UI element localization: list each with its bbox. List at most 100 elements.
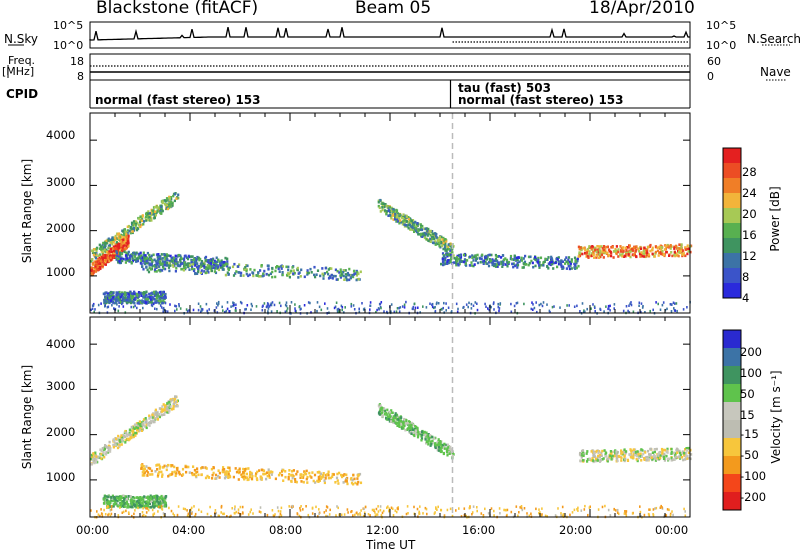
echo-pixel — [142, 291, 145, 295]
echo-pixel — [224, 273, 227, 277]
echo-pixel — [112, 503, 115, 506]
echo-pixel — [338, 271, 341, 274]
echo-pixel — [417, 434, 420, 437]
echo-pixel — [146, 495, 149, 499]
echo-pixel — [204, 476, 208, 480]
echo-pixel — [125, 500, 129, 503]
echo-pixel — [486, 262, 489, 265]
echo-pixel — [118, 301, 120, 304]
echo-pixel — [593, 451, 596, 455]
echo-pixel — [132, 226, 136, 230]
echo-pixel — [151, 505, 154, 508]
echo-pixel — [124, 239, 127, 243]
echo-pixel — [437, 302, 440, 305]
echo-pixel — [118, 242, 121, 246]
echo-pixel — [273, 303, 276, 307]
echo-pixel — [493, 308, 495, 311]
echo-pixel — [114, 301, 117, 304]
echo-pixel — [404, 216, 407, 219]
echo-pixel — [136, 504, 139, 508]
echo-pixel — [571, 511, 574, 514]
echo-pixel — [219, 263, 222, 267]
echo-pixel — [446, 254, 449, 258]
echo-pixel — [204, 259, 207, 263]
echo-pixel — [108, 512, 110, 516]
echo-pixel — [383, 310, 385, 313]
echo-pixel — [147, 218, 150, 222]
echo-pixel — [302, 473, 305, 477]
echo-pixel — [539, 256, 543, 260]
echo-pixel — [171, 263, 174, 267]
echo-pixel — [634, 450, 637, 454]
echo-pixel — [136, 499, 139, 503]
echo-pixel — [536, 261, 539, 264]
echo-pixel — [379, 505, 382, 508]
echo-pixel — [178, 470, 181, 474]
echo-pixel — [409, 431, 412, 434]
echo-pixel — [244, 308, 246, 311]
echo-pixel — [128, 258, 131, 262]
echo-pixel — [102, 498, 105, 501]
echo-pixel — [120, 495, 123, 499]
echo-pixel — [292, 272, 295, 275]
echo-pixel — [446, 508, 449, 512]
echo-pixel — [128, 256, 131, 259]
echo-pixel — [513, 264, 516, 268]
echo-pixel — [136, 259, 140, 263]
echo-pixel — [489, 259, 492, 263]
echo-pixel — [242, 274, 245, 277]
echo-pixel — [159, 300, 162, 303]
echo-pixel — [324, 302, 326, 305]
echo-pixel — [90, 268, 93, 272]
echo-pixel — [662, 253, 665, 256]
echo-pixel — [224, 310, 226, 314]
echo-pixel — [114, 238, 117, 241]
echo-pixel — [112, 245, 115, 249]
echo-pixel — [161, 300, 164, 303]
echo-pixel — [102, 262, 105, 265]
echo-pixel — [140, 294, 143, 297]
echo-pixel — [119, 233, 122, 237]
echo-pixel — [147, 216, 150, 219]
echo-pixel — [323, 272, 326, 275]
echo-pixel — [244, 476, 247, 479]
echo-pixel — [232, 274, 236, 277]
echo-pixel — [659, 244, 662, 248]
echo-pixel — [395, 510, 398, 514]
echo-pixel — [474, 259, 478, 262]
echo-pixel — [183, 263, 186, 266]
echo-pixel — [336, 308, 339, 311]
echo-pixel — [290, 505, 293, 508]
echo-pixel — [353, 269, 356, 273]
echo-pixel — [685, 447, 688, 450]
echo-pixel — [671, 458, 674, 462]
echo-pixel — [136, 294, 139, 298]
echo-pixel — [396, 307, 399, 310]
echo-pixel — [164, 496, 167, 499]
echo-pixel — [672, 301, 675, 304]
power-echo-band-4 — [102, 290, 167, 305]
echo-pixel — [113, 307, 115, 310]
echo-pixel — [340, 513, 343, 516]
echo-pixel — [367, 513, 370, 516]
echo-pixel — [238, 263, 241, 266]
echo-pixel — [326, 270, 329, 274]
echo-pixel — [265, 471, 269, 474]
echo-pixel — [276, 310, 278, 313]
echo-pixel — [118, 255, 121, 259]
echo-pixel — [152, 253, 155, 257]
echo-pixel — [251, 304, 253, 308]
echo-pixel — [151, 301, 154, 304]
echo-pixel — [690, 453, 693, 456]
echo-pixel — [459, 260, 462, 263]
echo-pixel — [319, 274, 322, 278]
echo-pixel — [104, 513, 107, 516]
echo-pixel — [506, 262, 509, 265]
echo-pixel — [105, 495, 108, 498]
echo-pixel — [350, 305, 353, 308]
echo-pixel — [149, 500, 153, 503]
echo-pixel — [392, 208, 395, 212]
echo-pixel — [660, 248, 663, 251]
echo-pixel — [99, 514, 101, 518]
echo-pixel — [234, 467, 237, 470]
